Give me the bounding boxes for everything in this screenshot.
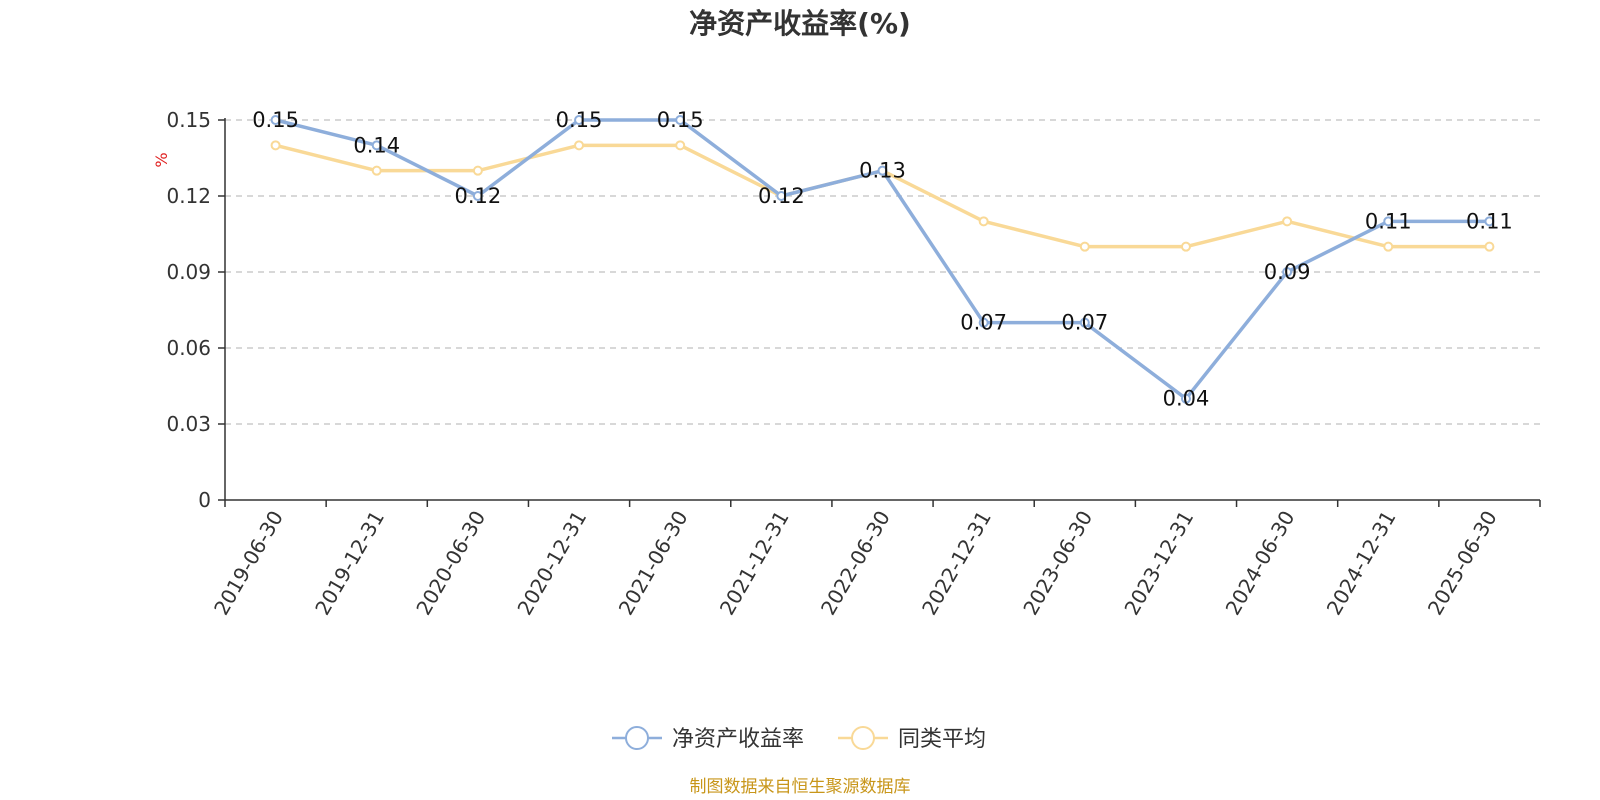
y-tick-label: 0.06: [166, 336, 211, 360]
x-tick-label: 2021-12-31: [715, 507, 794, 620]
series-point-0: [776, 191, 787, 201]
series-point-1: [1484, 241, 1495, 252]
series-point-0: [877, 165, 888, 176]
x-tick-label: 2024-12-31: [1322, 507, 1401, 620]
series-point-1: [270, 140, 281, 151]
series-point-0: [1180, 393, 1191, 404]
legend-label: 净资产收益率: [672, 727, 804, 752]
y-tick-label: 0.15: [166, 108, 211, 132]
x-tick-label: 2023-06-30: [1018, 507, 1097, 620]
legend-label: 同类平均: [898, 727, 986, 752]
series-point-1: [574, 140, 585, 151]
data-label: 0.07: [960, 311, 1007, 335]
x-tick-label: 2025-06-30: [1423, 507, 1502, 620]
y-tick-label: 0.03: [166, 412, 211, 436]
series-point-1: [371, 165, 382, 176]
series-point-0: [675, 115, 686, 125]
series-point-1: [1079, 241, 1090, 252]
series-point-1: [675, 140, 686, 151]
x-tick-label: 2019-12-31: [310, 507, 389, 620]
series-point-0: [1079, 317, 1090, 328]
x-tick-label: 2020-12-31: [512, 507, 591, 620]
x-tick-label: 2022-06-30: [816, 507, 895, 620]
data-label: 0.15: [556, 108, 603, 132]
series-point-0: [574, 115, 585, 125]
legend-marker: [625, 726, 649, 750]
data-label: 0.13: [859, 159, 906, 183]
data-label: 0.12: [758, 184, 805, 208]
data-label: 0.15: [252, 108, 299, 132]
y-axis-ticks: 0 0.03 0.06 0.09 0.12 0.15: [166, 108, 225, 512]
data-label: 0.15: [657, 108, 704, 132]
data-label: 0.04: [1163, 387, 1210, 411]
data-label: 0.11: [1365, 209, 1412, 233]
axes: [224, 118, 1540, 501]
series-point-0: [1484, 216, 1495, 227]
data-label: 0.11: [1466, 209, 1513, 233]
data-label: 0.07: [1061, 311, 1108, 335]
series-point-1: [978, 216, 989, 227]
legend-item-0[interactable]: 净资产收益率: [612, 726, 804, 752]
legend[interactable]: 净资产收益率 同类平均: [612, 726, 986, 752]
data-label: 0.14: [353, 133, 400, 157]
chart-title: 净资产收益率(%): [689, 7, 911, 40]
y-axis-unit: %: [152, 152, 171, 167]
series-point-1: [472, 165, 483, 176]
data-labels: 0.15 0.14 0.12 0.15 0.15 0.12 0.13 0.07 0.07 0.04…: [252, 108, 1513, 411]
x-tick-label: 2020-06-30: [411, 507, 490, 620]
y-tick-label: 0.12: [166, 184, 211, 208]
x-tick-label: 2021-06-30: [614, 507, 693, 620]
series-point-0: [1282, 267, 1293, 277]
data-label: 0.09: [1264, 260, 1311, 284]
series-point-1: [1180, 241, 1191, 252]
series-point-0: [270, 115, 281, 125]
x-axis-ticks: 2019-06-30 2019-12-31 2020-06-30 2020-12-31…: [209, 500, 1541, 620]
series-group: [270, 115, 1495, 404]
source-note: 制图数据来自恒生聚源数据库: [690, 777, 911, 797]
x-tick-label: 2023-12-31: [1119, 507, 1198, 620]
series-point-0: [978, 317, 989, 328]
series-point-0: [1383, 216, 1394, 227]
data-label: 0.12: [455, 184, 502, 208]
series-point-1: [1282, 216, 1293, 227]
legend-marker: [851, 726, 875, 750]
series-point-1: [1383, 241, 1394, 252]
series-point-0: [472, 191, 483, 201]
x-tick-label: 2022-12-31: [917, 507, 996, 620]
y-tick-label: 0: [198, 488, 211, 512]
legend-item-1[interactable]: 同类平均: [838, 726, 986, 752]
x-tick-label: 2024-06-30: [1221, 507, 1300, 620]
x-tick-label: 2019-06-30: [209, 507, 288, 620]
series-point-0: [371, 140, 382, 151]
y-tick-label: 0.09: [166, 260, 211, 284]
